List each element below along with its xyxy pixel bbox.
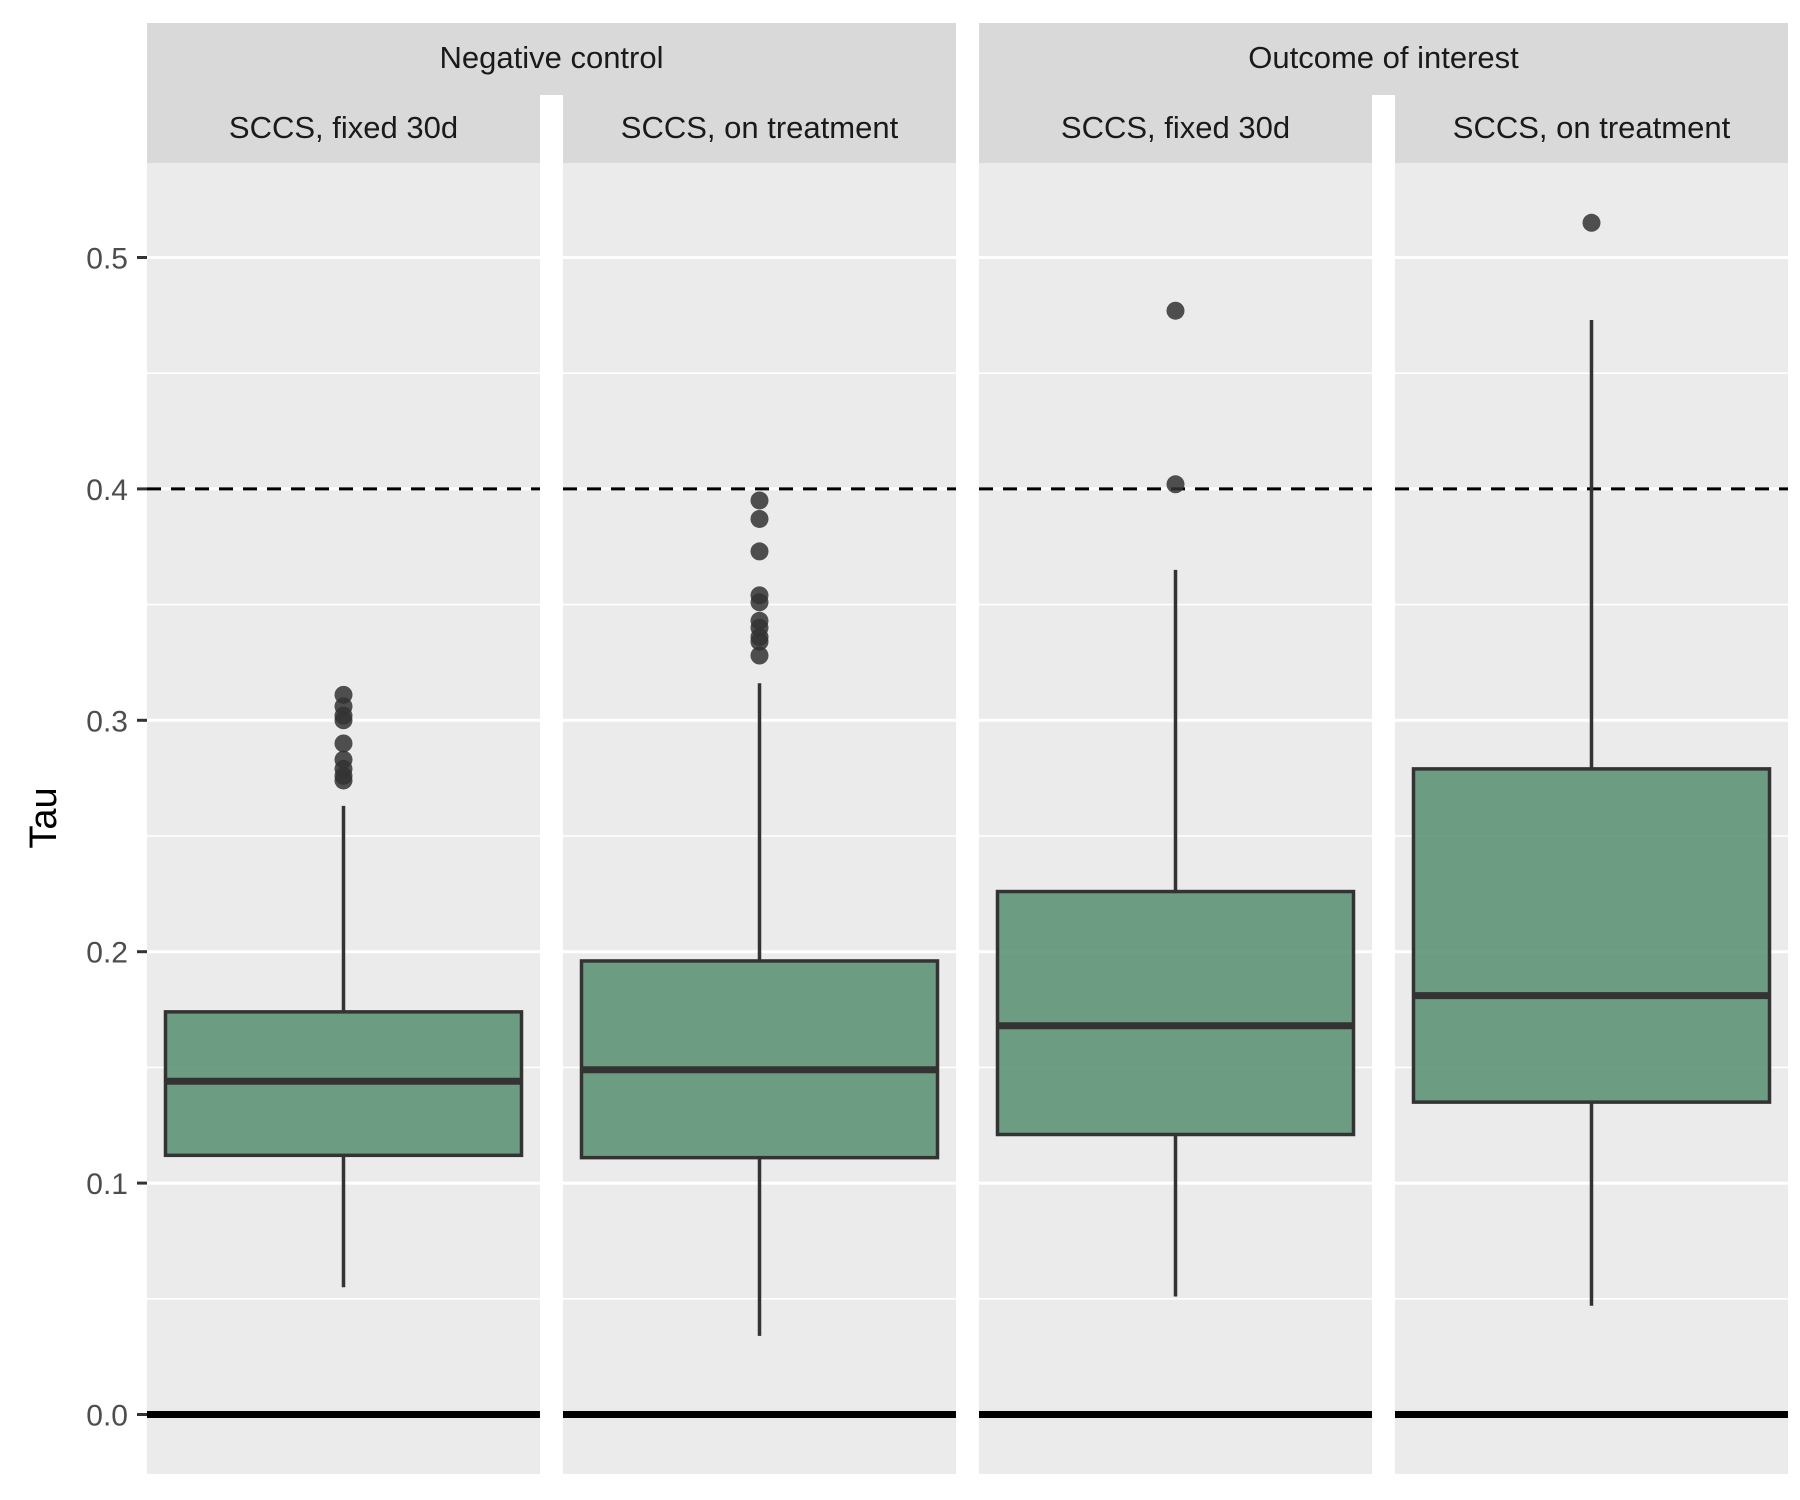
panel-strip-label: SCCS, fixed 30d: [229, 110, 458, 145]
outlier-point: [750, 491, 769, 510]
box: [995, 889, 1356, 1137]
panel-strip-label: SCCS, on treatment: [621, 110, 899, 145]
y-tick-label: 0.5: [86, 243, 128, 276]
panel-strip: [563, 95, 956, 163]
outlier-point: [1582, 213, 1601, 232]
group-strip: [147, 23, 956, 95]
outlier-point: [334, 750, 353, 769]
outlier-point: [334, 685, 353, 704]
y-tick-label: 0.3: [86, 705, 128, 738]
outlier-point: [750, 611, 769, 630]
outlier-point: [1166, 301, 1185, 320]
group-strip-label: Outcome of interest: [1248, 40, 1519, 75]
y-axis: 0.0 0.1 0.2 0.3 0.4 0.5: [86, 243, 147, 1433]
y-tick-label: 0.2: [86, 937, 128, 970]
y-tick-label: 0.4: [86, 474, 128, 507]
panel-strip-label: SCCS, on treatment: [1453, 110, 1731, 145]
group-strip: [979, 23, 1788, 95]
y-tick-label: 0.1: [86, 1168, 128, 1201]
group-strip-label: Negative control: [439, 40, 663, 75]
outlier-point: [334, 734, 353, 753]
box: [1411, 767, 1772, 1104]
outlier-point: [750, 509, 769, 528]
panel-strip: [979, 95, 1372, 163]
box: [579, 959, 940, 1160]
outlier-point: [750, 586, 769, 605]
panels-layer: Negative control SCCS, fixed 30d SCCS, on …: [147, 23, 1788, 1474]
panel-strip: [1395, 95, 1788, 163]
y-tick-label: 0.0: [86, 1400, 128, 1433]
outlier-point: [750, 646, 769, 665]
outlier-point: [1166, 475, 1185, 494]
y-axis-title: Tau: [23, 787, 65, 848]
panel-strip: [147, 95, 540, 163]
panel-strip-label: SCCS, fixed 30d: [1061, 110, 1290, 145]
outlier-point: [750, 542, 769, 561]
